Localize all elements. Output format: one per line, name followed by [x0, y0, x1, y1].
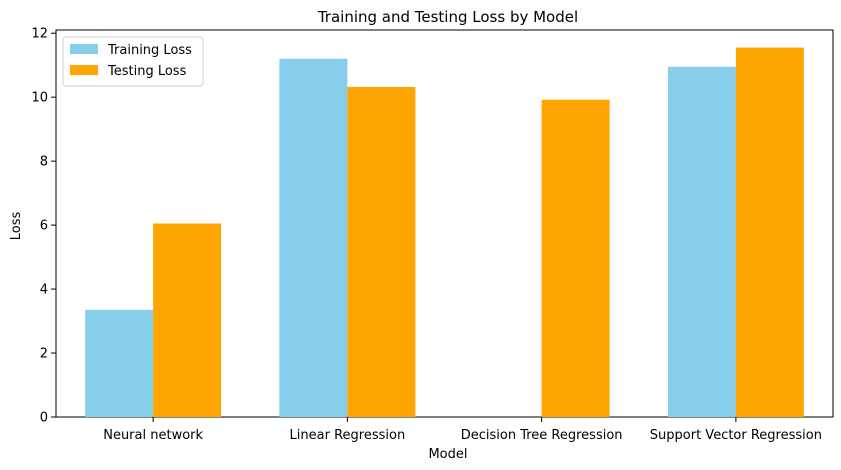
chart-title: Training and Testing Loss by Model: [317, 8, 578, 26]
plot-frame: [55, 29, 834, 418]
bar-testing-2: [541, 99, 610, 417]
x-tick-label: Support Vector Regression: [650, 428, 822, 443]
y-axis-label: Loss: [9, 212, 24, 241]
bar-testing-1: [347, 86, 416, 418]
bar-training-1: [279, 58, 348, 417]
plot-area: [55, 29, 834, 418]
legend-swatch-training: [70, 44, 98, 54]
legend-swatch-testing: [70, 65, 98, 75]
y-tick-label: 8: [40, 155, 48, 170]
bars-group: [85, 47, 804, 418]
x-tick-label: Decision Tree Regression: [461, 428, 623, 443]
x-tick-label: Neural network: [103, 428, 203, 443]
x-axis-label: Model: [428, 447, 467, 462]
y-axis: 0 2 4 6 8 10 12: [31, 27, 56, 426]
y-tick-label: 2: [40, 347, 48, 362]
y-tick-label: 6: [40, 219, 48, 234]
legend-label-testing: Testing Loss: [107, 64, 187, 79]
bar-training-0: [85, 309, 154, 417]
x-axis: Neural network Linear Regression Decision …: [103, 417, 822, 443]
y-tick-label: 10: [31, 91, 48, 106]
x-tick-label: Linear Regression: [290, 428, 406, 443]
bar-training-3: [667, 66, 736, 417]
legend: Training Loss Testing Loss: [62, 36, 204, 87]
y-tick-label: 0: [40, 411, 48, 426]
bar-testing-3: [735, 47, 804, 417]
y-tick-label: 4: [40, 283, 48, 298]
y-tick-label: 12: [31, 27, 48, 42]
bar-testing-0: [153, 223, 222, 417]
legend-label-training: Training Loss: [107, 43, 192, 58]
